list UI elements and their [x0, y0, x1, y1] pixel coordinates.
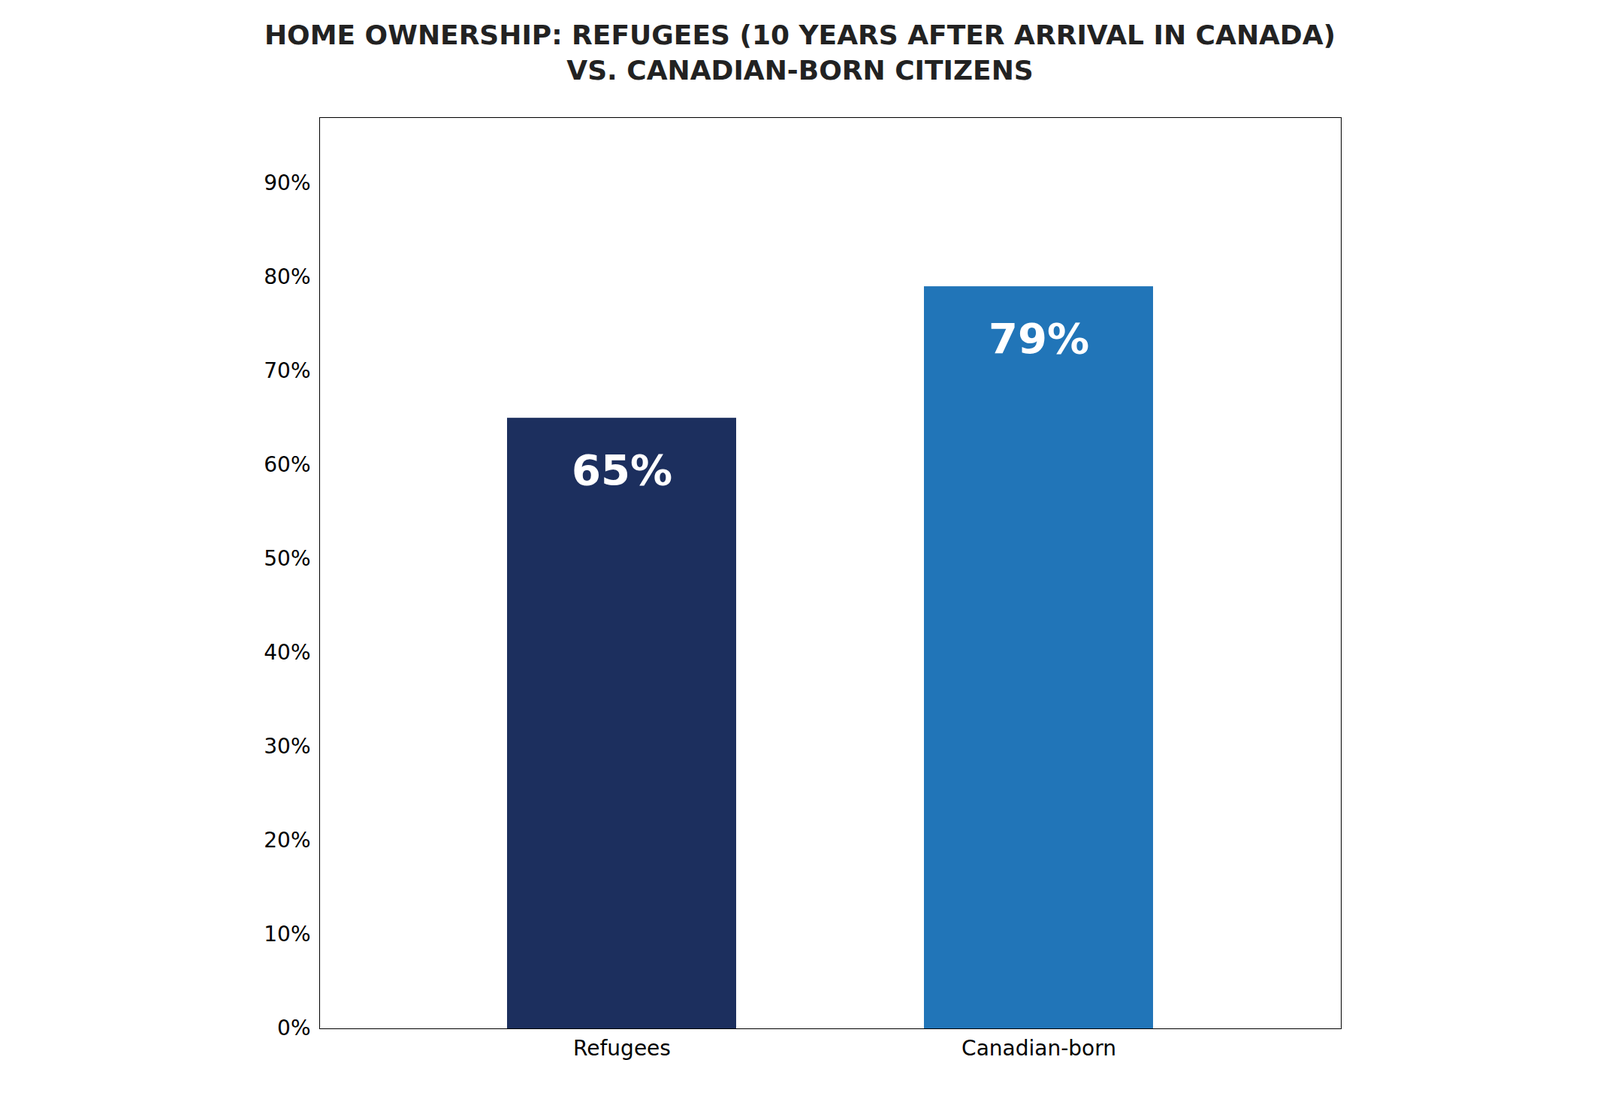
svg-text:60%: 60% — [263, 452, 311, 477]
svg-text:20%: 20% — [263, 827, 311, 853]
svg-text:Refugees: Refugees — [573, 1035, 671, 1061]
svg-text:50%: 50% — [263, 546, 311, 571]
svg-text:10%: 10% — [263, 921, 311, 947]
svg-text:0%: 0% — [277, 1015, 311, 1041]
svg-text:90%: 90% — [263, 170, 311, 196]
svg-text:65%: 65% — [571, 444, 673, 494]
svg-text:70%: 70% — [263, 358, 311, 384]
html-text:VS. CANADIAN-BORN CITIZENS: VS. CANADIAN-BORN CITIZENS — [566, 54, 1034, 86]
svg-text:40%: 40% — [263, 640, 311, 665]
svg-text:79%: 79% — [988, 313, 1090, 363]
svg-text:30%: 30% — [263, 733, 311, 759]
html-text:HOME OWNERSHIP: REFUGEES (10 Y: HOME OWNERSHIP: REFUGEES (10 YEARS AFTER… — [264, 19, 1336, 51]
svg-text:Canadian-born: Canadian-born — [961, 1035, 1117, 1061]
svg-text:80%: 80% — [263, 264, 311, 290]
